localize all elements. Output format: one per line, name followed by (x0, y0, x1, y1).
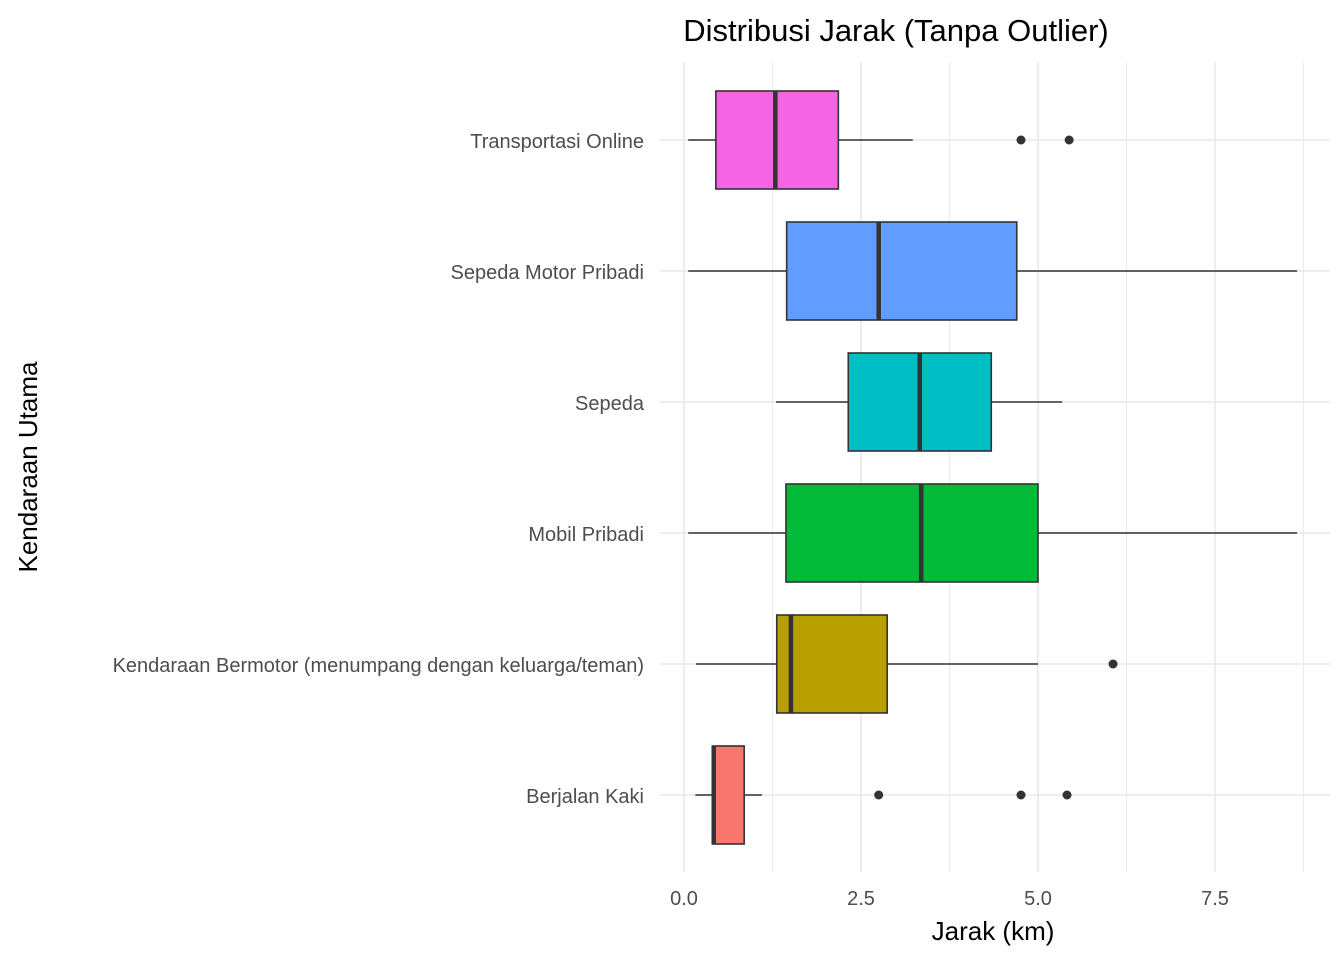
x-tick-label: 5.0 (1024, 888, 1052, 910)
y-tick-label: Kendaraan Bermotor (menumpang dengan kel… (113, 655, 644, 677)
box-kendaraan-bermotor-menumpang-dengan-keluarga-teman- (696, 614, 1118, 714)
box-iqr (775, 614, 888, 714)
boxes (688, 90, 1298, 845)
x-tick-label: 0.0 (670, 888, 698, 910)
y-tick-label: Sepeda Motor Pribadi (451, 262, 644, 284)
x-axis-title: Jarak (km) (932, 916, 1055, 946)
outlier-point (1064, 135, 1074, 145)
x-tick-label: 7.5 (1201, 888, 1229, 910)
x-tick-label: 2.5 (847, 888, 875, 910)
y-axis-title: Kendaraan Utama (13, 361, 43, 573)
outlier-point (874, 790, 884, 800)
outlier-point (1062, 790, 1072, 800)
y-tick-label: Sepeda (575, 393, 645, 415)
y-tick-label: Mobil Pribadi (528, 524, 644, 546)
box-berjalan-kaki (695, 745, 1072, 845)
box-iqr (785, 483, 1039, 583)
y-tick-label: Berjalan Kaki (526, 786, 644, 808)
y-tick-label: Transportasi Online (470, 131, 644, 153)
box-sepeda (776, 352, 1063, 452)
box-iqr (785, 221, 1018, 321)
x-tick-labels: 0.0 2.5 5.0 7.5 (670, 888, 1229, 910)
box-mobil-pribadi (688, 483, 1298, 583)
y-tick-labels: Transportasi Online Sepeda Motor Pribadi S… (113, 131, 645, 808)
box-iqr (711, 745, 745, 845)
outlier-point (1108, 659, 1118, 669)
chart-title: Distribusi Jarak (Tanpa Outlier) (683, 13, 1109, 48)
box-transportasi-online (688, 90, 1074, 190)
outlier-point (1016, 135, 1026, 145)
box-sepeda-motor-pribadi (688, 221, 1298, 321)
outlier-point (1016, 790, 1026, 800)
